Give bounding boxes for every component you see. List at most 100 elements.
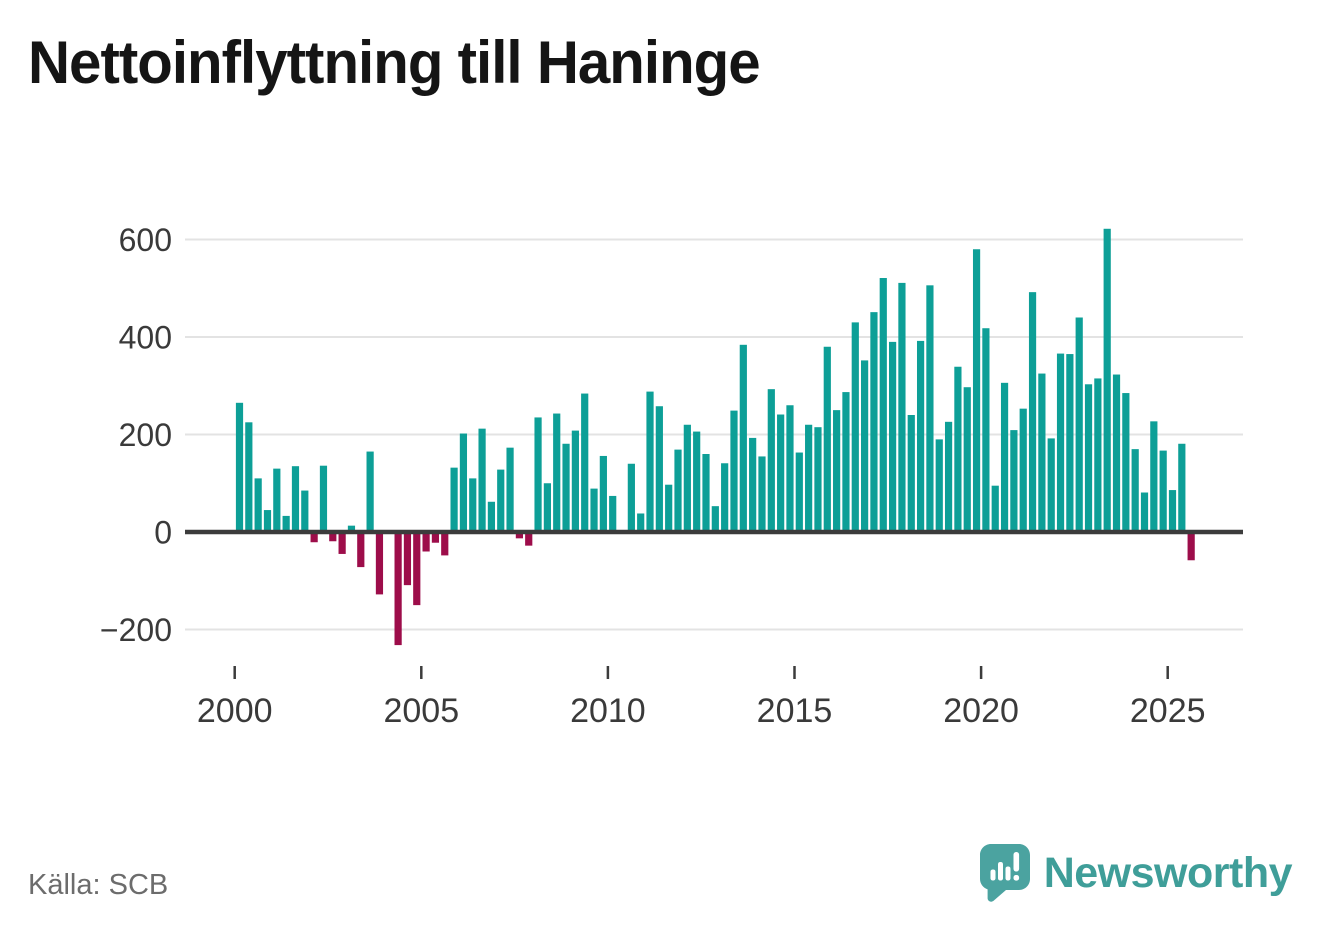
bar-2013-q1	[721, 463, 729, 532]
bar-2018-q3	[926, 285, 934, 532]
bar-2002-q3	[329, 532, 337, 542]
bar-2015-q1	[795, 452, 803, 532]
bar-2013-q2	[730, 410, 738, 532]
bar-2017-q1	[870, 312, 878, 532]
bar-2016-q1	[833, 410, 841, 533]
bar-2022-q2	[1066, 354, 1074, 532]
bar-2013-q4	[749, 437, 757, 532]
bar-2022-q4	[1084, 384, 1093, 532]
bar-2006-q4	[487, 501, 496, 532]
bar-2022-q3	[1075, 317, 1083, 532]
bar-2015-q2	[805, 424, 813, 532]
bar-2000-q3	[254, 478, 262, 533]
bar-2006-q3	[478, 428, 486, 532]
x-axis-label-2020: 2020	[943, 692, 1019, 730]
bar-2020-q1	[982, 328, 990, 533]
bar-2023-q1	[1094, 378, 1102, 532]
y-axis-label-0: 0	[154, 515, 172, 551]
bar-2014-q1	[758, 456, 766, 532]
bar-2000-q1	[235, 402, 244, 532]
source-caption: Källa: SCB	[28, 869, 169, 901]
bar-2017-q2	[879, 278, 887, 532]
bar-2012-q3	[702, 454, 710, 532]
bar-2004-q2	[394, 532, 402, 646]
bar-2003-q3	[366, 451, 374, 532]
bar-2008-q3	[553, 413, 561, 532]
bar-2000-q2	[245, 422, 253, 532]
bar-2017-q4	[898, 282, 906, 532]
bar-2016-q3	[851, 322, 859, 533]
bar-2008-q2	[543, 483, 551, 532]
bar-2025-q1	[1168, 490, 1177, 532]
x-axis-label-2015: 2015	[757, 692, 833, 730]
bar-2019-q2	[954, 366, 962, 532]
bar-2007-q2	[506, 447, 514, 532]
bar-2020-q3	[1000, 382, 1009, 532]
bar-2019-q4	[972, 249, 981, 532]
bar-2016-q2	[842, 392, 850, 532]
bar-2012-q2	[693, 431, 701, 532]
bar-2005-q1	[422, 532, 430, 552]
logo-bar-small	[990, 869, 996, 881]
bar-2002-q2	[319, 465, 328, 532]
bar-2008-q4	[562, 443, 570, 532]
bar-2013-q3	[739, 344, 747, 532]
bar-2022-q1	[1056, 353, 1065, 532]
bar-2019-q1	[944, 421, 953, 532]
bar-2023-q3	[1112, 374, 1121, 532]
bar-2010-q3	[627, 463, 635, 532]
bar-2010-q4	[637, 513, 645, 532]
y-axis-label-400: 400	[119, 320, 172, 356]
bar-2011-q2	[655, 406, 663, 532]
bar-2024-q1	[1131, 449, 1139, 533]
bar-2025-q3	[1187, 532, 1195, 561]
bar-2009-q1	[571, 430, 579, 532]
bar-2007-q4	[525, 532, 533, 546]
bar-2001-q1	[273, 468, 281, 533]
x-axis-label-2025: 2025	[1130, 692, 1206, 730]
bar-2021-q4	[1047, 438, 1055, 532]
bar-2003-q1	[347, 525, 356, 532]
logo-exclamation-dot	[1013, 875, 1019, 881]
bar-2002-q4	[338, 532, 346, 554]
bar-2021-q1	[1019, 408, 1027, 532]
bar-2007-q3	[515, 532, 523, 539]
bar-2012-q1	[683, 424, 691, 532]
bar-2014-q3	[777, 414, 785, 532]
bar-2011-q4	[674, 449, 682, 532]
bar-2024-q3	[1150, 421, 1158, 532]
bar-2001-q2	[282, 515, 290, 532]
bar-2018-q2	[916, 340, 925, 532]
bar-2019-q3	[963, 387, 971, 532]
x-axis-label-2005: 2005	[383, 692, 459, 730]
bar-2007-q1	[497, 469, 505, 532]
y-axis-label-200: 200	[119, 417, 172, 453]
bar-2008-q1	[534, 417, 542, 532]
bar-2004-q4	[413, 532, 421, 606]
bar-2016-q4	[861, 360, 869, 532]
x-axis-label-2000: 2000	[197, 692, 273, 730]
bar-2015-q4	[823, 346, 831, 532]
bar-2020-q4	[1010, 430, 1018, 532]
y-axis-label--200: −200	[100, 612, 172, 648]
chart-title: Nettoinflyttning till Haninge	[28, 29, 761, 96]
newsworthy-brand-lockup: Newsworthy	[979, 843, 1293, 903]
bar-2005-q4	[450, 467, 458, 532]
bar-2023-q4	[1122, 393, 1130, 532]
newsworthy-logo-icon	[979, 843, 1031, 903]
bar-2003-q4	[375, 532, 384, 595]
bar-2009-q4	[599, 455, 607, 532]
bar-2024-q4	[1159, 450, 1167, 532]
logo-exclamation-stem	[1013, 852, 1019, 872]
bar-2012-q4	[711, 506, 719, 532]
bar-2010-q1	[609, 495, 617, 532]
bar-2011-q3	[665, 484, 673, 532]
bar-2009-q3	[590, 488, 598, 532]
bar-2014-q4	[786, 405, 794, 532]
bar-2015-q3	[814, 427, 822, 532]
bar-2006-q2	[469, 478, 477, 533]
bar-2002-q1	[310, 532, 318, 543]
bar-2021-q2	[1028, 292, 1037, 532]
newsworthy-wordmark: Newsworthy	[1043, 848, 1293, 897]
